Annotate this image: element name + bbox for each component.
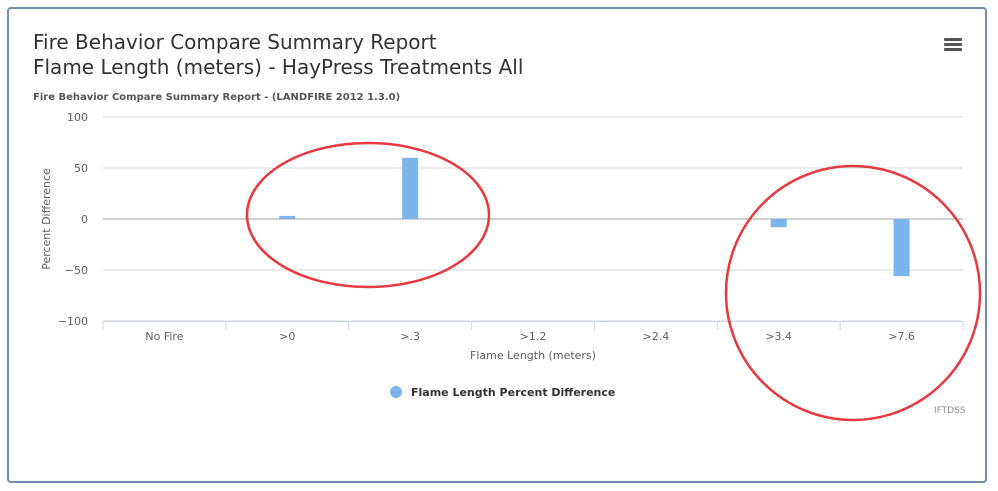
chart-subtitle: Fire Behavior Compare Summary Report - (… xyxy=(33,92,401,103)
chart-title-line2: Flame Length (meters) - HayPress Treatme… xyxy=(33,55,524,79)
legend-marker xyxy=(390,386,402,398)
annotation-ellipse-left xyxy=(245,141,491,289)
chart-credit[interactable]: IFTDSS xyxy=(934,406,966,416)
bar xyxy=(402,157,419,219)
x-tick-label: >3.4 xyxy=(765,330,792,343)
x-tick-label: >7.6 xyxy=(888,330,915,343)
x-tick-label: >.3 xyxy=(400,330,420,343)
menu-bar-bottom xyxy=(944,48,962,51)
chart-title-line1: Fire Behavior Compare Summary Report xyxy=(33,30,437,54)
y-tick-label: −50 xyxy=(65,264,88,277)
hamburger-menu-icon[interactable] xyxy=(940,34,966,54)
bar xyxy=(893,219,910,277)
x-tick-label: >1.2 xyxy=(520,330,547,343)
menu-bar-middle xyxy=(944,43,962,46)
x-tick-label: No Fire xyxy=(145,330,183,343)
x-tick-label: >0 xyxy=(279,330,295,343)
bar xyxy=(770,219,787,228)
y-tick-label: −100 xyxy=(58,315,88,328)
legend-item[interactable]: Flame Length Percent Difference xyxy=(390,383,615,401)
y-tick-label: 100 xyxy=(67,111,88,124)
y-axis-title: Percent Difference xyxy=(40,168,53,270)
y-tick-label: 0 xyxy=(81,213,88,226)
chart-container xyxy=(7,7,987,483)
bar xyxy=(279,215,296,219)
menu-bar-top xyxy=(944,38,962,41)
annotation-ellipse-right xyxy=(724,164,982,422)
y-tick-label: 50 xyxy=(74,162,88,175)
x-tick-label: >2.4 xyxy=(642,330,669,343)
legend-label: Flame Length Percent Difference xyxy=(411,385,616,399)
x-axis-title: Flame Length (meters) xyxy=(470,349,596,362)
chart-title: Fire Behavior Compare Summary Report Fla… xyxy=(33,30,523,80)
